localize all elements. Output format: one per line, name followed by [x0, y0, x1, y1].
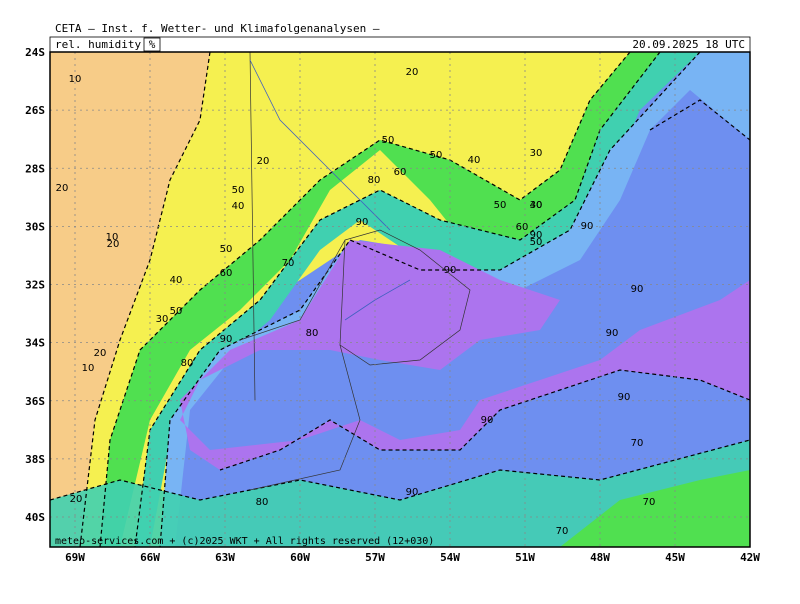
contour-label: 90 [220, 334, 233, 345]
field-green [100, 52, 660, 547]
contour [159, 52, 701, 547]
contour-label: 80 [368, 175, 381, 186]
lon-label: 42W [740, 551, 760, 564]
field-teal [135, 52, 700, 547]
contour-label: 50 [232, 185, 245, 196]
contour-label: 80 [306, 328, 319, 339]
lat-label: 38S [25, 453, 45, 466]
contour-label: 70 [282, 258, 295, 269]
lat-label: 32S [25, 279, 45, 292]
country-border [239, 52, 361, 491]
contour-label: 50 [382, 135, 395, 146]
contour [79, 52, 211, 547]
contour-label: 50 [430, 150, 443, 161]
field-south-green [560, 470, 750, 547]
contour-label: 50 [170, 306, 183, 317]
lon-label: 66W [140, 551, 160, 564]
unit-box [143, 37, 161, 52]
lon-label: 63W [215, 551, 235, 564]
contour-label: 10 [106, 232, 119, 243]
lat-label: 36S [25, 395, 45, 408]
contour-label: 90 [618, 392, 631, 403]
contour-label: 20 [94, 348, 107, 359]
contour-label: 70 [631, 438, 644, 449]
contour-label: 80 [256, 497, 269, 508]
field [50, 52, 750, 547]
contour [99, 52, 631, 547]
lon-label: 54W [440, 551, 460, 564]
contour-label: 20 [70, 494, 83, 505]
contour-label: 30 [530, 200, 543, 211]
contour-label: 20 [257, 156, 270, 167]
variable: rel. humidity [55, 38, 141, 51]
contour-label: 70 [643, 497, 656, 508]
lon-label: 45W [665, 551, 685, 564]
contour-label: 20 [56, 183, 69, 194]
contour-label: 50 [530, 237, 543, 248]
contour-label: 50 [494, 200, 507, 211]
contour-label: 40 [530, 200, 543, 211]
contour-label: 70 [556, 526, 569, 537]
title: CETA – Inst. f. Wetter- und Klimafolgena… [55, 22, 380, 35]
contour [219, 369, 750, 471]
contour-label: 20 [107, 239, 120, 250]
footer: meteo-services.com + (c)2025 WKT + All r… [55, 536, 434, 547]
plot-frame [49, 51, 751, 548]
valid-time: 20.09.2025 18 UTC [632, 38, 745, 51]
contour [649, 99, 750, 141]
lon-label: 57W [365, 551, 385, 564]
contour-label: 60 [394, 167, 407, 178]
contour-label: 10 [69, 74, 82, 85]
contour-label: 30 [530, 148, 543, 159]
lon-label: 51W [515, 551, 535, 564]
contour-label: 40 [232, 201, 245, 212]
lon-label: 48W [590, 551, 610, 564]
contour-label: 30 [156, 314, 169, 325]
contour-label: 40 [468, 155, 481, 166]
contour-label: 90 [581, 221, 594, 232]
lat-label: 40S [25, 511, 45, 524]
lat-label: 24S [25, 46, 45, 59]
field-tan [50, 52, 210, 547]
contour-label: 90 [631, 284, 644, 295]
contour-label: 10 [82, 363, 95, 374]
contour-label: 60 [220, 268, 233, 279]
contour-label: 20 [406, 67, 419, 78]
contour-label: 90 [481, 415, 494, 426]
country-border [339, 229, 471, 366]
contour-label: 40 [170, 275, 183, 286]
contour-label: 50 [220, 244, 233, 255]
contour-label: 90 [406, 487, 419, 498]
lon-label: 60W [290, 551, 310, 564]
contour-label: 60 [516, 222, 529, 233]
lat-label: 26S [25, 104, 45, 117]
unit: % [149, 38, 156, 51]
lat-label: 34S [25, 337, 45, 350]
lon-label: 69W [65, 551, 85, 564]
lat-label: 30S [25, 220, 45, 233]
lat-label: 28S [25, 162, 45, 175]
contour-label: 90 [530, 230, 543, 241]
contour [50, 439, 750, 501]
contour-label: 90 [356, 217, 369, 228]
contour-label: 90 [606, 328, 619, 339]
contour-label: 80 [181, 358, 194, 369]
field-purple [180, 240, 750, 470]
contour-label: 90 [444, 265, 457, 276]
contour [134, 52, 661, 547]
field-yellow [50, 52, 640, 547]
